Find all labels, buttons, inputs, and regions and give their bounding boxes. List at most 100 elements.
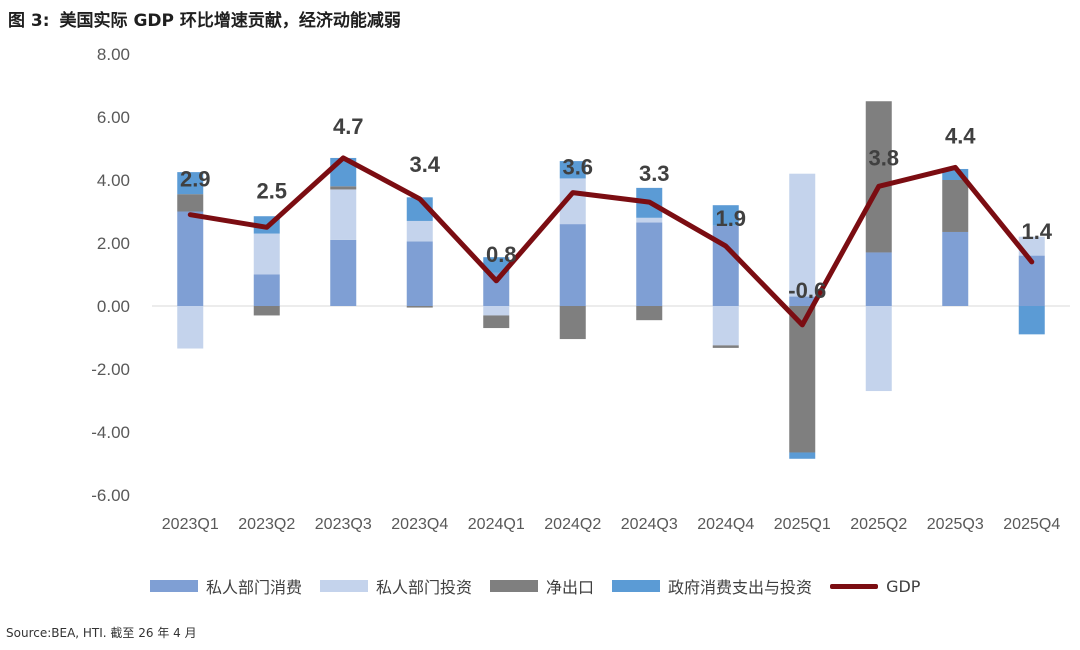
legend-label: 私人部门投资 [376,578,473,597]
gdp-data-label: 1.9 [715,206,746,231]
gdp-point [954,166,957,169]
bar-segment-consumption [712,225,739,306]
bar-segment-investment [865,306,892,392]
y-tick-label: 4.00 [97,171,130,190]
x-tick-label: 2024Q3 [621,516,678,533]
gdp-line [187,155,1035,328]
bar-segment-consumption [330,239,357,306]
legend-item: 净出口 [490,574,594,598]
gdp-data-label: 3.3 [639,161,670,186]
bar-segment-net-exports [789,306,816,453]
chart-legend: 私人部门消费 私人部门投资 净出口 政府消费支出与投资 GDP [150,574,938,598]
gdp-data-label: 3.8 [868,145,899,170]
chart: 8.00 6.00 4.00 2.00 0.00 -2.00 -4.00 -6.00 2.9 2… [91,45,1070,533]
legend-swatch [490,580,539,592]
bar-segment-net-exports [636,306,663,321]
bar-segment-investment [330,189,357,240]
gdp-data-label: 2.5 [256,178,287,203]
legend-swatch [612,580,661,592]
gdp-data-label: 2.9 [180,167,211,192]
x-tick-label: 2024Q1 [468,516,525,533]
bar-segment-consumption [559,224,586,306]
bar-segment-consumption [942,231,969,306]
x-tick-label: 2025Q2 [850,516,907,533]
gdp-point [571,191,574,194]
gdp-point [418,197,421,200]
gdp-data-label: 4.4 [945,123,976,148]
bar-segment-net-exports [712,345,739,348]
figure-title-text: 美国实际 GDP 环比增速贡献，经济动能减弱 [59,11,401,31]
gdp-point [724,245,727,248]
y-tick-label: 0.00 [97,297,130,316]
x-tick-label: 2025Q1 [774,516,831,533]
bar-segment-net-exports [483,315,510,329]
gdp-data-label: -0.6 [788,278,826,303]
legend-label: 净出口 [546,578,595,597]
x-tick-label: 2023Q4 [391,516,448,533]
bar-segment-investment [789,173,816,297]
bar-segment-investment [177,306,204,349]
bar-segment-consumption [177,211,204,306]
bar-segment-investment [406,220,433,242]
y-tick-label: 6.00 [97,108,130,127]
gdp-point [1030,260,1033,263]
legend-item: 政府消费支出与投资 [612,574,812,598]
bar-segment-government [789,452,816,459]
source-note: Source:BEA, HTI. 截至 26 年 4 月 [6,626,197,640]
x-tick-label: 2023Q1 [162,516,219,533]
y-tick-label: 2.00 [97,234,130,253]
legend-swatch [150,580,198,592]
bar-segment-government [177,172,204,195]
gdp-data-label: 3.4 [409,152,440,177]
bar-segment-net-exports [406,306,433,308]
bar-segment-investment [483,306,510,316]
legend-label: 政府消费支出与投资 [668,578,813,597]
bar-segment-investment [636,217,663,223]
gdp-point [189,213,192,216]
bar-segment-consumption [253,274,280,306]
y-tick-label: -4.00 [91,423,130,442]
bar-segment-net-exports [559,306,586,340]
gdp-point [265,226,268,229]
bar-segment-net-exports [865,101,892,253]
x-tick-label: 2024Q4 [697,516,754,533]
bar-segment-government [942,168,969,180]
legend-label: GDP [886,576,921,596]
legend-swatch [320,580,369,592]
y-tick-label: 8.00 [97,45,130,64]
bar-segment-investment [712,306,739,346]
bar-segment-consumption [789,296,816,306]
bar-segment-government [483,257,510,273]
gdp-point [648,201,651,204]
figure-title: 图 3: 美国实际 GDP 环比增速贡献，经济动能减弱 [8,6,401,31]
x-tick-label: 2023Q2 [238,516,295,533]
x-tick-label: 2024Q2 [544,516,601,533]
x-tick-label: 2025Q4 [1003,516,1060,533]
bar-segment-consumption [636,222,663,306]
gdp-point [342,156,345,159]
figure-label: 图 3: [8,11,50,31]
bar-segment-consumption [865,252,892,306]
bar-segment-net-exports [330,186,357,190]
x-tick-label: 2025Q3 [927,516,984,533]
gdp-point [801,323,804,326]
bar-segment-net-exports [177,194,204,212]
gdp-point [495,279,498,282]
bar-segment-government [712,205,739,226]
bar-segment-government [1018,306,1045,335]
legend-item: 私人部门消费 [150,574,302,598]
y-tick-label: -2.00 [91,360,130,379]
legend-swatch [830,583,879,589]
bar-segment-government [559,161,586,179]
legend-item: 私人部门投资 [320,574,472,598]
legend-label: 私人部门消费 [206,578,303,597]
y-tick-label: -6.00 [91,486,130,505]
bar-segment-investment [253,233,280,275]
gdp-data-label: 0.8 [486,242,517,267]
bar-segment-net-exports [253,306,280,316]
x-tick-label: 2023Q3 [315,516,372,533]
gdp-point [877,185,880,188]
bar-segment-consumption [406,241,433,306]
legend-item: GDP [830,577,920,596]
gdp-data-label: 3.6 [562,155,593,180]
